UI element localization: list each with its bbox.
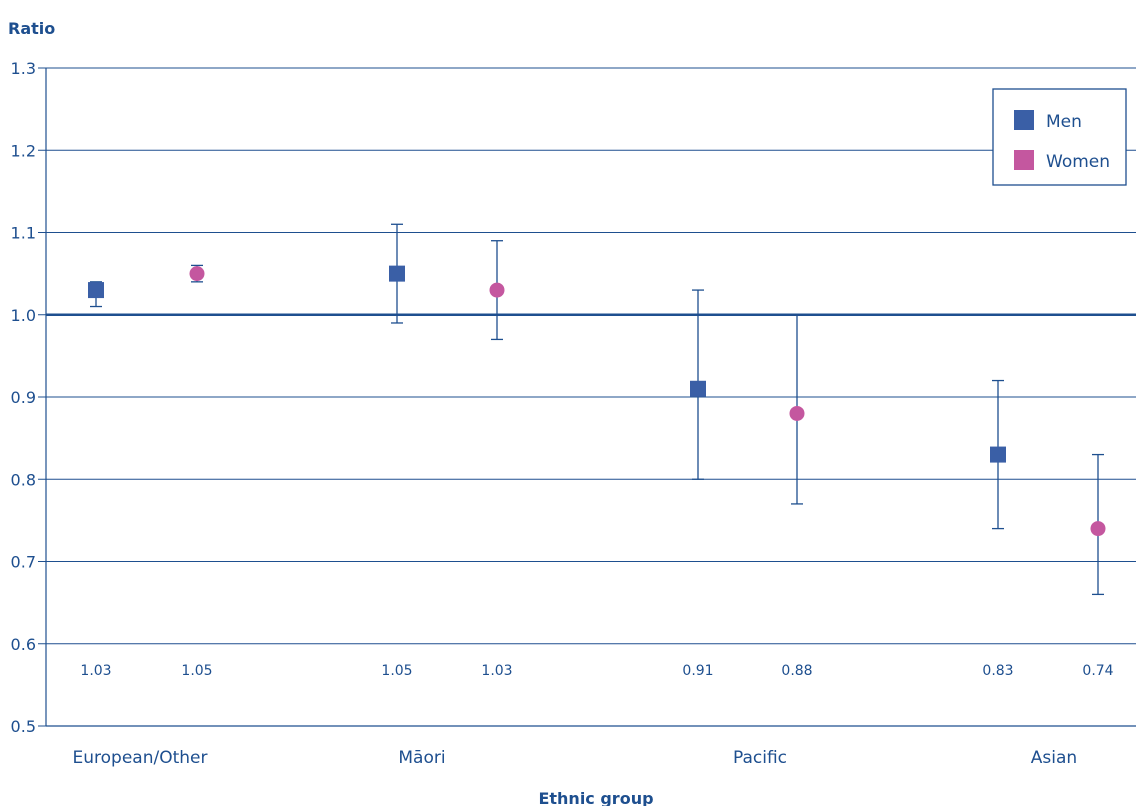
legend-entry: Men <box>1046 112 1082 132</box>
y-tick-label: 0.7 <box>11 553 36 572</box>
men-marker <box>690 380 706 397</box>
data-label: 1.03 <box>80 663 111 679</box>
category-label: European/Other <box>73 748 208 768</box>
data-markers <box>88 265 1106 537</box>
women-marker <box>1090 521 1106 537</box>
legend-entry: Women <box>1046 152 1110 172</box>
y-tick-label: 0.8 <box>11 470 36 489</box>
y-tick-label: 1.2 <box>11 141 36 160</box>
men-marker <box>990 446 1006 463</box>
category-labels: European/Other Māori Pacific Asian <box>73 748 1078 768</box>
legend-swatch <box>1014 150 1034 170</box>
category-label: Māori <box>398 748 445 768</box>
grid-lines <box>46 67 1136 645</box>
data-label: 0.74 <box>1082 663 1113 679</box>
y-tick-label: 0.6 <box>11 635 36 654</box>
data-label: 0.91 <box>682 663 713 679</box>
axes <box>38 67 1136 727</box>
legend-swatch <box>1014 110 1034 130</box>
women-marker <box>189 266 205 282</box>
y-tick-label: 0.9 <box>11 388 36 407</box>
data-label: 1.03 <box>481 663 512 679</box>
data-label: 0.88 <box>781 663 812 679</box>
y-tick-labels: 0.5 0.6 0.7 0.8 0.9 1.0 1.1 1.2 1.3 <box>11 59 36 736</box>
category-label: Asian <box>1031 748 1077 768</box>
data-label: 1.05 <box>381 663 412 679</box>
category-label: Pacific <box>733 748 787 768</box>
data-label: 0.83 <box>982 663 1013 679</box>
error-bars <box>90 223 1104 596</box>
men-marker <box>88 282 104 299</box>
data-label: 1.05 <box>181 663 212 679</box>
y-tick-label: 1.0 <box>11 306 36 325</box>
y-tick-label: 1.1 <box>11 224 36 243</box>
y-axis-title: Ratio <box>8 19 55 38</box>
y-tick-label: 1.3 <box>11 59 36 78</box>
women-marker <box>489 282 505 298</box>
men-marker <box>389 265 405 282</box>
legend: Men Women <box>992 88 1127 186</box>
data-labels: 1.03 1.05 0.91 0.83 1.05 1.03 0.88 0.74 <box>80 663 1113 679</box>
women-marker <box>789 405 805 421</box>
x-axis-title: Ethnic group <box>538 789 653 806</box>
y-tick-label: 0.5 <box>11 717 36 736</box>
